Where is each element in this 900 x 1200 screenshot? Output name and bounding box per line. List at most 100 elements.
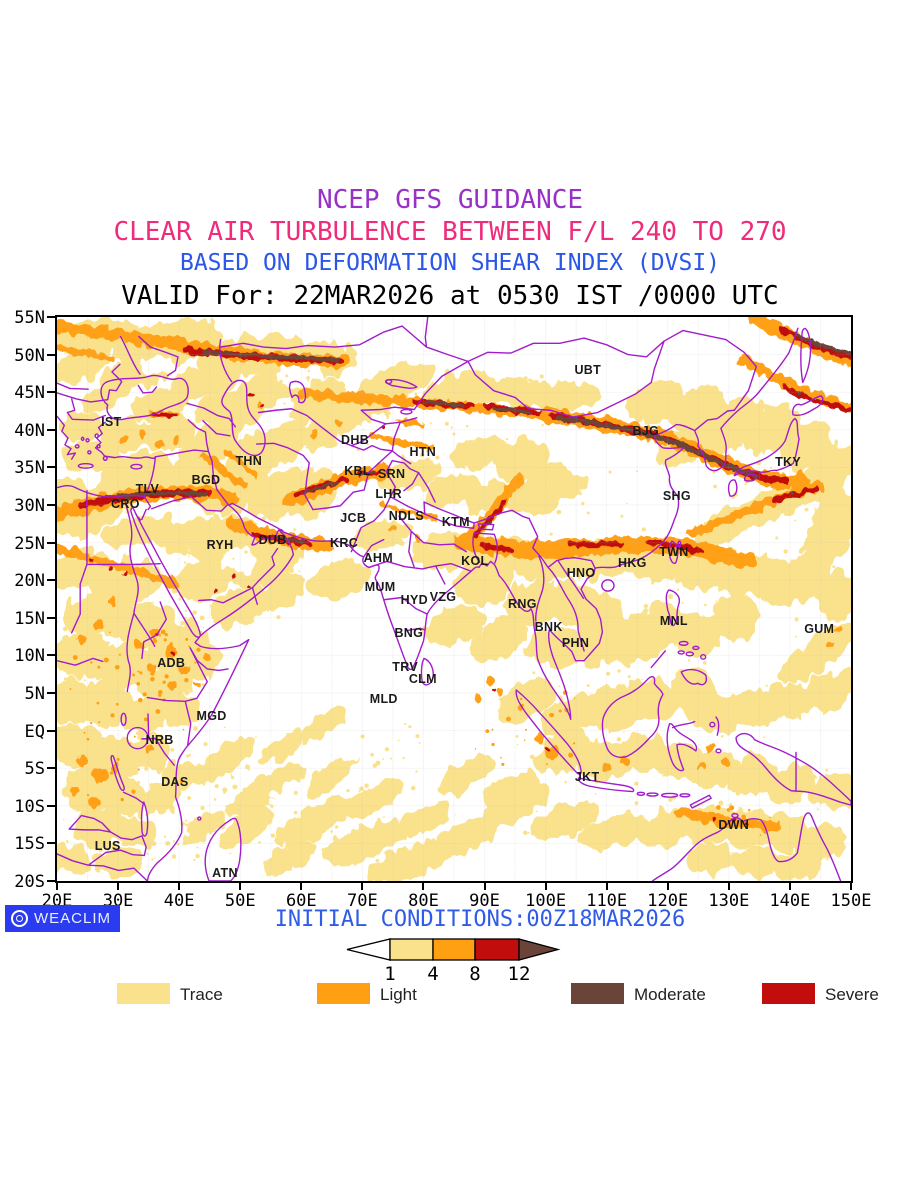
y-tick-label: 5S — [24, 759, 45, 780]
x-tick — [361, 883, 364, 890]
x-tick-label: 80E — [408, 891, 439, 911]
y-tick — [47, 842, 55, 845]
city-label-dhb: DHB — [341, 433, 370, 448]
city-label-dwn: DWN — [718, 817, 750, 832]
y-tick-label: 20N — [14, 571, 45, 592]
city-label-jkt: JKT — [574, 770, 600, 785]
y-tick-label: 35N — [14, 458, 45, 479]
trace-shading-layer — [57, 317, 851, 881]
city-label-htn: HTN — [409, 444, 437, 459]
index-subtitle: BASED ON DEFORMATION SHEAR INDEX (DVSI) — [179, 250, 721, 276]
latlon-grid — [57, 317, 851, 881]
x-tick — [727, 883, 730, 890]
y-tick — [47, 504, 55, 506]
city-label-phn: PHN — [561, 636, 590, 651]
valid-time: VALID For: 22MAR2026 at 0530 IST /0000 U… — [121, 281, 779, 311]
x-tick — [544, 883, 547, 890]
city-label-shg: SHG — [662, 488, 691, 503]
legend-swatch-trace — [117, 983, 170, 1004]
x-tick-label: 130E — [708, 891, 750, 911]
legend-label-trace: Trace — [180, 985, 223, 1004]
y-tick-label: 40N — [14, 420, 45, 441]
x-tick-label: 90E — [469, 891, 500, 911]
y-tick-label: 25N — [14, 533, 45, 554]
city-label-kbl: KBL — [344, 464, 371, 479]
city-label-tky: TKY — [775, 455, 802, 470]
y-tick-label: 45N — [14, 383, 45, 404]
city-label-mnl: MNL — [659, 613, 688, 628]
city-label-srn: SRN — [378, 467, 406, 482]
scale-tick-4: 4 — [427, 963, 438, 983]
scale-arrow-right — [518, 938, 561, 961]
city-label-dub: DUB — [258, 533, 287, 548]
city-label-rng: RNG — [508, 596, 537, 611]
moderate-shading-layer — [116, 333, 851, 543]
x-tick-label: 140E — [769, 891, 811, 911]
x-tick-label: 40E — [163, 891, 195, 911]
initial-conditions: INITIAL CONDITIONS:00Z18MAR2026 — [274, 907, 686, 932]
legend-swatch-light — [317, 983, 370, 1004]
scale-tick-8: 8 — [469, 963, 480, 983]
city-label-clm: CLM — [408, 671, 437, 686]
x-tick-label: 60E — [285, 891, 317, 911]
city-label-ndls: NDLS — [388, 508, 424, 523]
y-tick — [47, 353, 55, 356]
city-label-bgd: BGD — [191, 473, 221, 488]
city-label-gum: GUM — [804, 622, 835, 637]
y-tick — [47, 729, 55, 732]
city-label-mld: MLD — [369, 692, 398, 707]
city-label-ahm: AHM — [363, 550, 393, 565]
city-label-adb: ADB — [157, 655, 186, 670]
y-tick-label: 15N — [14, 608, 45, 629]
x-tick — [56, 883, 58, 890]
x-tick — [788, 883, 791, 890]
scale-seg-severe — [474, 938, 520, 961]
x-tick — [117, 883, 120, 890]
y-tick-label: 5N — [24, 684, 45, 704]
y-tick — [47, 880, 55, 882]
turbulence-map — [57, 317, 851, 881]
city-label-bng: BNG — [394, 625, 424, 640]
y-tick — [47, 579, 55, 582]
y-tick-label: 10N — [14, 646, 45, 667]
city-label-jcb: JCB — [340, 510, 367, 525]
y-tick — [47, 654, 55, 657]
weaclim-label: WEACLIM — [34, 910, 112, 927]
city-label-das: DAS — [161, 774, 189, 789]
x-tick — [422, 883, 425, 890]
city-label-hno: HNO — [566, 565, 596, 580]
x-tick-label: 50E — [224, 891, 256, 911]
x-tick-label: 120E — [647, 891, 689, 911]
city-label-hkg: HKG — [618, 555, 647, 570]
page-title: NCEP GFS GUIDANCE — [316, 185, 584, 215]
city-label-bjg: BJG — [632, 423, 660, 438]
city-label-cro: CRO — [111, 497, 140, 512]
scale-tick-12: 12 — [508, 963, 531, 983]
y-tick — [47, 767, 55, 770]
city-label-ryh: RYH — [206, 537, 234, 552]
city-label-vzg: VZG — [429, 590, 457, 605]
map-panel: 20E 30E 40E 50E 60E 70E 80E 90E 100E 110E 120E 130E… — [14, 308, 871, 911]
x-tick-label: 150E — [830, 891, 872, 911]
city-label-lus: LUS — [94, 839, 121, 854]
city-label-twn: TWN — [659, 545, 689, 560]
y-tick — [47, 428, 55, 431]
scale-seg-trace — [389, 938, 434, 961]
city-label-mum: MUM — [364, 579, 396, 594]
legend-swatch-moderate — [571, 983, 624, 1004]
weaclim-ring-icon — [11, 910, 28, 927]
scale-tick-1: 1 — [384, 963, 395, 983]
chart-subtitle: CLEAR AIR TURBULENCE BETWEEN F/L 240 TO … — [113, 217, 787, 247]
x-tick — [850, 883, 852, 890]
city-label-atn: ATN — [212, 865, 238, 880]
y-tick-label: EQ — [24, 721, 45, 742]
scale-seg-light — [432, 938, 476, 961]
city-label-nrb: NRB — [145, 733, 174, 748]
x-tick-label: 110E — [586, 891, 628, 911]
city-label-hyd: HYD — [400, 592, 428, 607]
x-tick — [483, 883, 486, 890]
x-tick-label: 70E — [347, 891, 378, 911]
legend-label-light: Light — [380, 985, 417, 1004]
y-tick — [47, 616, 55, 619]
